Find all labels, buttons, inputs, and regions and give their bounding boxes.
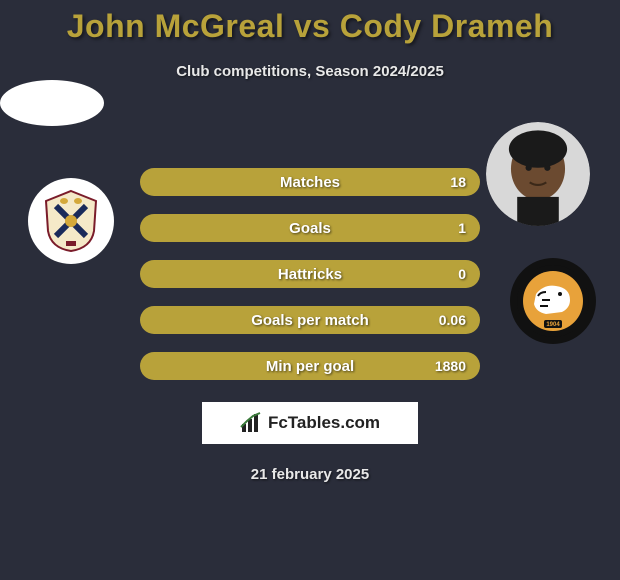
stat-label: Goals <box>289 220 331 237</box>
stat-bar-goals: Goals 1 <box>140 214 480 242</box>
stat-bar-min-per-goal: Min per goal 1880 <box>140 352 480 380</box>
stat-right-value: 1 <box>458 220 466 236</box>
player-right-photo <box>486 122 590 226</box>
hull-city-crest: 1904 <box>510 258 596 344</box>
player-left-photo <box>0 80 104 126</box>
page-subtitle: Club competitions, Season 2024/2025 <box>0 63 620 80</box>
page-title: John McGreal vs Cody Drameh <box>0 0 620 45</box>
stat-label: Hattricks <box>278 266 342 283</box>
stat-bar-matches: Matches 18 <box>140 168 480 196</box>
stat-label: Min per goal <box>266 358 354 375</box>
stat-label: Goals per match <box>251 312 369 329</box>
logo-text: FcTables.com <box>268 413 380 433</box>
burnley-crest <box>28 178 114 264</box>
stat-right-value: 0.06 <box>439 312 466 328</box>
svg-text:1904: 1904 <box>546 322 560 328</box>
date-text: 21 february 2025 <box>0 466 620 483</box>
stat-right-value: 0 <box>458 266 466 282</box>
stat-right-value: 1880 <box>435 358 466 374</box>
stat-bar-hattricks: Hattricks 0 <box>140 260 480 288</box>
stat-bar-goals-per-match: Goals per match 0.06 <box>140 306 480 334</box>
bar-chart-icon <box>240 412 262 434</box>
stat-right-value: 18 <box>450 174 466 190</box>
stat-label: Matches <box>280 174 340 191</box>
fctables-logo: FcTables.com <box>202 402 418 444</box>
